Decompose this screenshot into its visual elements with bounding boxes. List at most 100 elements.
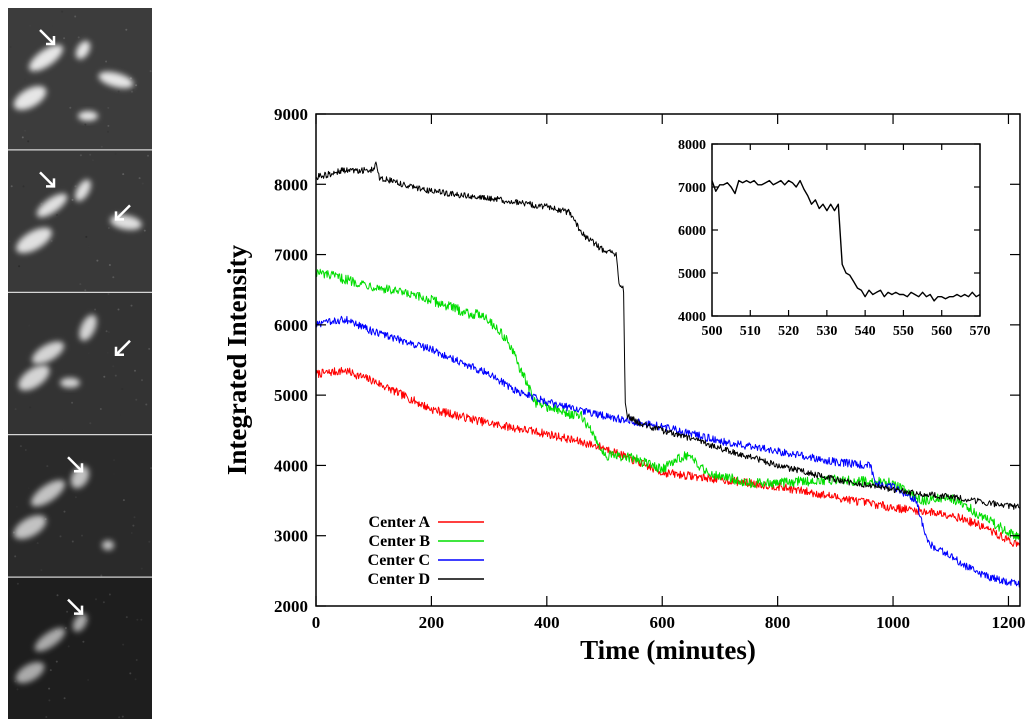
noise-speck [87,352,90,355]
noise-speck [24,78,27,81]
noise-speck [55,660,58,663]
noise-speck [96,259,99,262]
noise-speck [66,610,69,613]
noise-speck [129,672,132,675]
y-tick-label: 3000 [274,527,308,546]
y-tick-label: 6000 [678,224,706,239]
noise-speck [133,516,136,519]
noise-speck [140,618,143,621]
noise-speck [40,569,43,572]
fluorescent-spot [30,479,66,507]
arrow-down-right-icon [39,171,56,188]
noise-speck [48,687,51,690]
noise-speck [82,640,85,643]
noise-speck [99,408,102,410]
micrograph-panel [8,8,152,150]
noise-speck [29,24,32,27]
fluorescent-spot [75,179,91,202]
noise-speck [141,182,144,185]
noise-speck [67,645,70,648]
fluorescent-spot [98,71,134,89]
x-tick-label: 520 [778,324,799,339]
noise-speck [120,413,123,416]
y-tick-label: 7000 [678,181,706,196]
main-plot-frame [315,113,1021,607]
noise-speck [71,540,74,543]
fluorescent-spot [31,341,65,365]
noise-speck [147,154,149,157]
noise-speck [16,582,19,585]
noise-speck [150,467,152,470]
series-group [315,161,1021,588]
arrow-down-left-icon [114,339,131,357]
fluorescent-spot [79,314,97,341]
noise-speck [63,697,66,700]
legend-item: Center A [369,514,484,531]
noise-speck [134,678,137,681]
noise-speck [89,153,92,156]
noise-speck [107,227,110,229]
noise-speck [62,428,65,431]
noise-speck [129,77,132,80]
noise-speck [117,308,120,311]
noise-speck [108,264,111,266]
legend-label: Center D [368,571,430,588]
fluorescent-spot [13,515,47,540]
noise-speck [113,459,116,462]
noise-speck [46,465,49,468]
noise-speck [102,601,105,604]
noise-speck [100,145,103,148]
fluorescent-spot [15,662,45,684]
series-line-center-c [315,315,1021,588]
noise-speck [24,449,27,451]
inset-plot-frame [711,143,981,317]
ticks: 500 510 520 530 540 550 560 570 4000 5000 6000 7000… [678,138,991,339]
inset-plot: 500 510 520 530 540 550 560 570 4000 5000 6000 7000… [678,138,991,339]
noise-speck [47,218,50,221]
noise-speck [117,90,120,93]
legend-item: Center D [368,571,484,588]
x-tick-label: 540 [855,324,876,339]
x-tick-label: 600 [649,613,675,632]
noise-speck [9,46,12,48]
series-line-center-d [315,161,1021,510]
x-tick-label: 530 [816,324,837,339]
noise-speck [49,669,52,672]
noise-speck [22,185,25,188]
noise-speck [84,289,87,292]
noise-speck [21,136,24,139]
noise-speck [10,185,13,188]
noise-speck [148,540,151,543]
noise-speck [125,459,128,462]
series-line-center-d [711,179,981,302]
noise-speck [134,369,136,372]
noise-speck [74,185,77,188]
series-line-center-b [315,268,1021,541]
y-tick-label: 2000 [274,597,308,616]
fluorescent-spot [13,86,47,110]
micrograph-panel [8,292,152,435]
y-tick-label: 6000 [274,316,308,335]
noise-speck [132,88,135,91]
noise-speck [63,37,66,40]
arrow-down-right-icon [67,598,84,615]
noise-speck [134,141,137,144]
fluorescent-spot [16,227,52,254]
noise-speck [29,351,32,354]
y-tick-label: 8000 [274,175,308,194]
y-axis-title: Integrated Intensity [222,244,252,475]
noise-speck [59,535,62,538]
noise-speck [121,388,124,390]
legend-item: Center B [369,533,484,550]
noise-speck [45,716,48,718]
fluorescent-spot [102,540,114,551]
noise-speck [74,496,77,499]
x-tick-label: 1200 [991,613,1025,632]
fluorescent-spot [78,111,98,121]
legend-item: Center C [368,552,484,569]
noise-speck [131,90,133,93]
x-tick-label: 1000 [876,613,910,632]
noise-speck [91,159,94,162]
noise-speck [107,124,110,127]
noise-speck [121,715,124,718]
